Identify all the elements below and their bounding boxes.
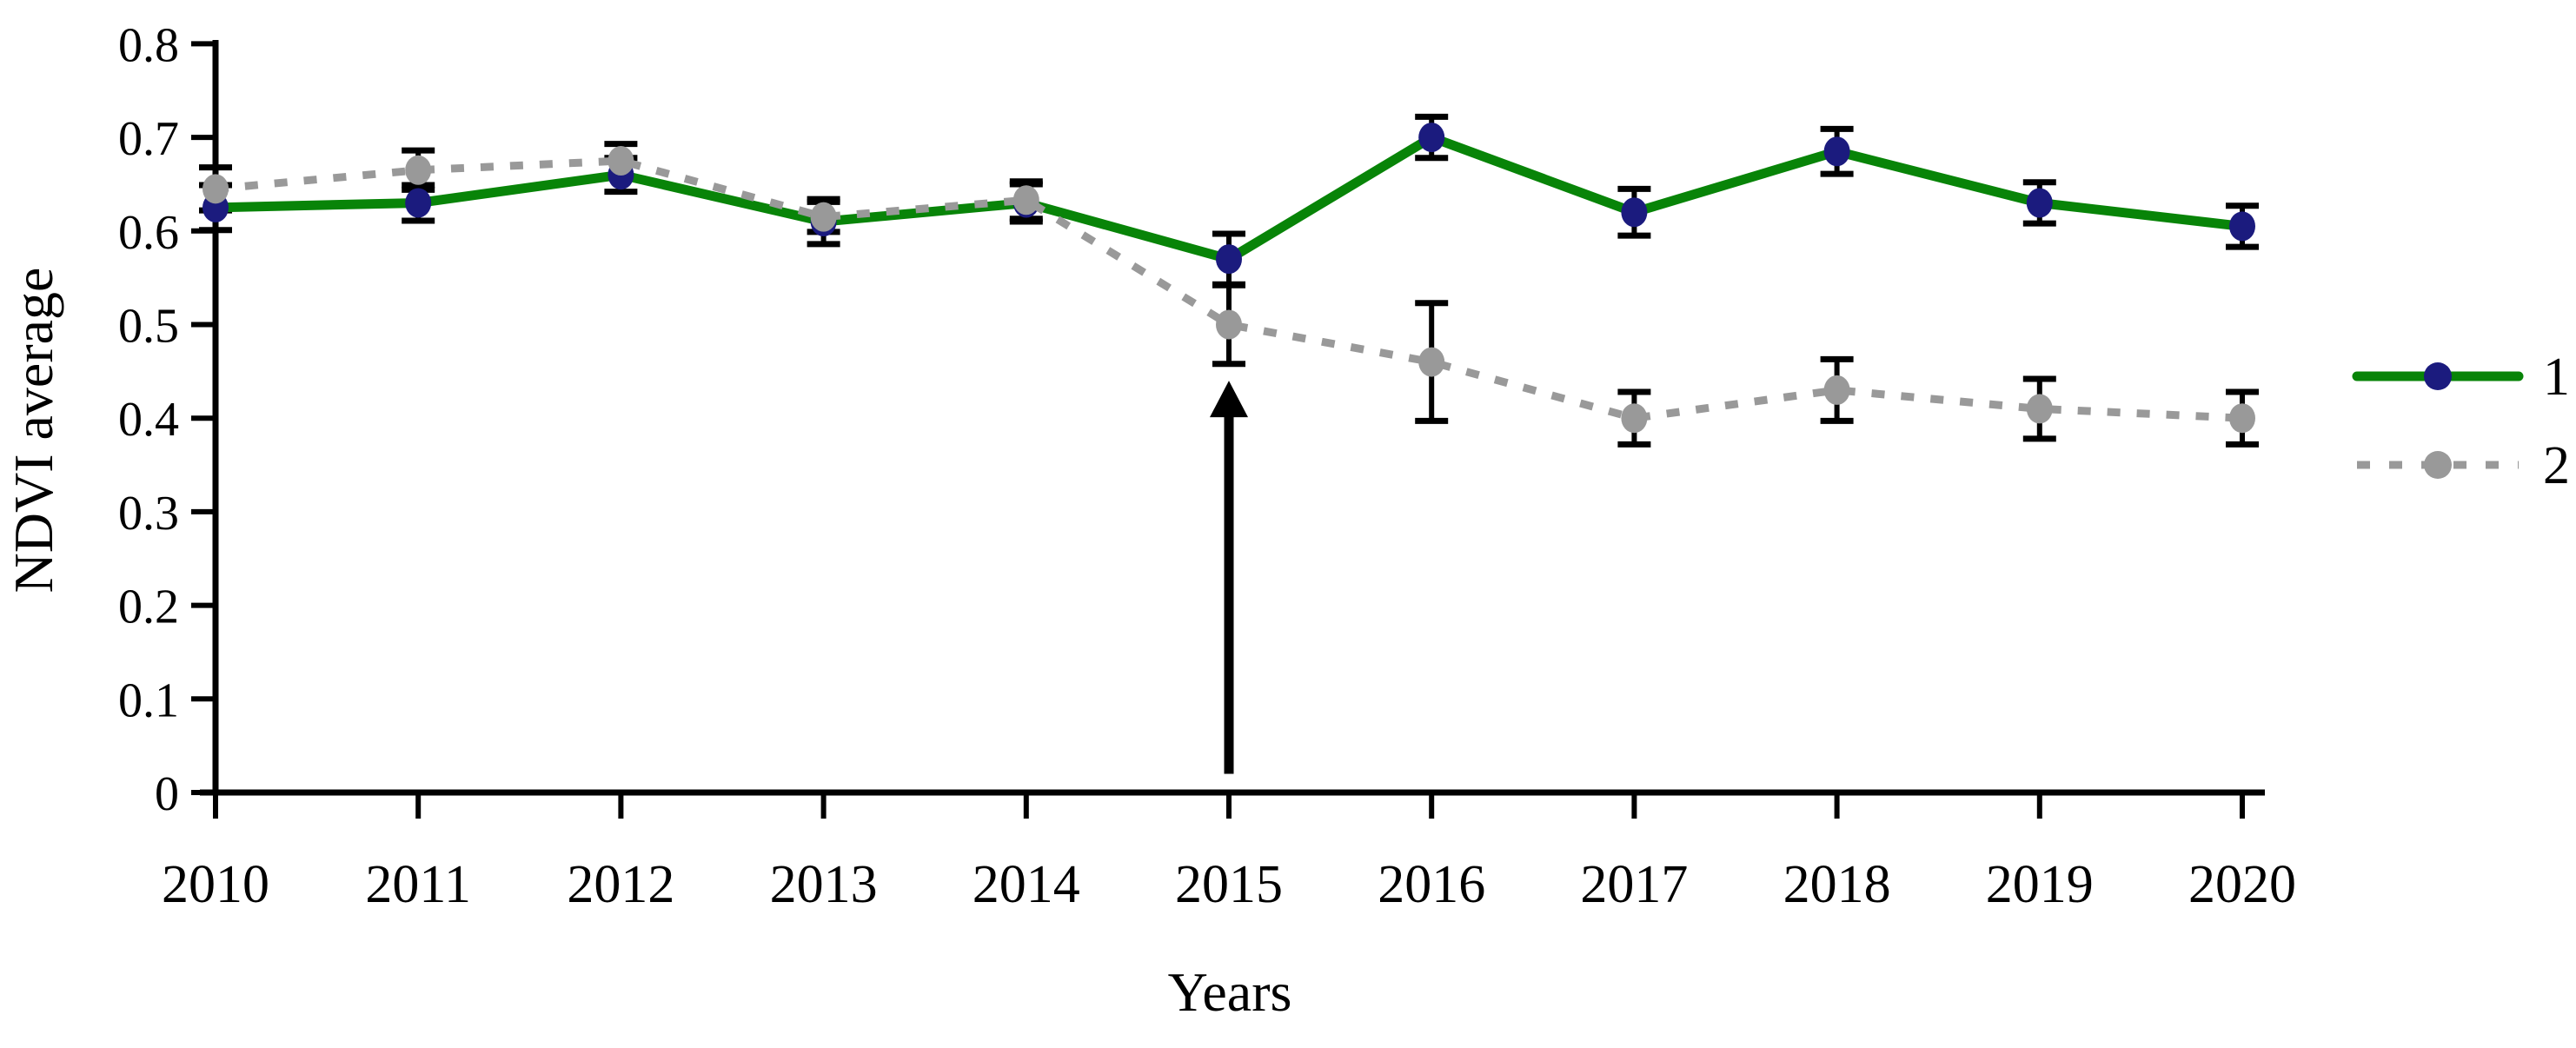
x-tick-label: 2011: [365, 855, 471, 914]
series-2-marker: [1418, 347, 1445, 377]
series-2-marker: [1216, 309, 1242, 340]
series-2-marker: [405, 155, 432, 185]
chart-generated-content: 0 0.1 0.2 0.3 0.4 0.5 0.6 0.7 0.8 2010 2011 2012 201…: [118, 18, 2570, 914]
legend-series-2-marker: [2424, 451, 2452, 479]
x-tick-label: 2015: [1175, 855, 1283, 914]
series-2-marker: [1012, 185, 1039, 216]
y-tick-label: 0.3: [118, 487, 179, 541]
series-2-line: [215, 156, 2243, 422]
y-axis-title: NDVI average: [3, 268, 64, 594]
series-1-marker: [1418, 123, 1445, 153]
series-1-marker: [1621, 197, 1648, 228]
x-tick-label: 2020: [2188, 855, 2296, 914]
y-tick-label: 0: [155, 767, 179, 821]
y-tick-label: 0.6: [118, 206, 179, 260]
series-2-marker: [1823, 375, 1850, 405]
x-tick-label: 2018: [1783, 855, 1891, 914]
event-arrow-head: [1210, 381, 1248, 418]
legend-series-2-label: 2: [2543, 436, 2570, 495]
y-tick-label: 0.5: [118, 300, 179, 354]
series-1-marker: [1823, 136, 1850, 167]
series-2-marker: [810, 202, 837, 232]
x-axis-title: Years: [1168, 961, 1292, 1023]
legend-series-1-marker: [2424, 362, 2452, 390]
series-2-marker: [2026, 394, 2053, 424]
series-1-marker: [405, 188, 432, 218]
series-2-marker: [202, 174, 229, 204]
x-tick-label: 2012: [567, 855, 674, 914]
x-tick-label: 2013: [770, 855, 878, 914]
y-tick-label: 0.2: [118, 580, 179, 634]
series-1-marker: [1216, 244, 1242, 275]
series-1-marker: [2229, 211, 2255, 242]
series-2-marker: [2229, 403, 2255, 434]
series-2-marker: [607, 146, 634, 176]
legend-series-1-label: 1: [2543, 348, 2570, 407]
y-tick-label: 0.7: [118, 112, 179, 166]
x-tick-label: 2017: [1580, 855, 1688, 914]
x-tick-label: 2016: [1378, 855, 1485, 914]
x-tick-label: 2019: [1986, 855, 2094, 914]
y-tick-label: 0.8: [118, 18, 179, 72]
y-tick-label: 0.1: [118, 673, 179, 727]
series-2-marker: [1621, 403, 1648, 434]
x-tick-label: 2010: [162, 855, 269, 914]
x-tick-label: 2014: [973, 855, 1080, 914]
series-1-marker: [2026, 188, 2053, 218]
y-tick-label: 0.4: [118, 393, 179, 447]
